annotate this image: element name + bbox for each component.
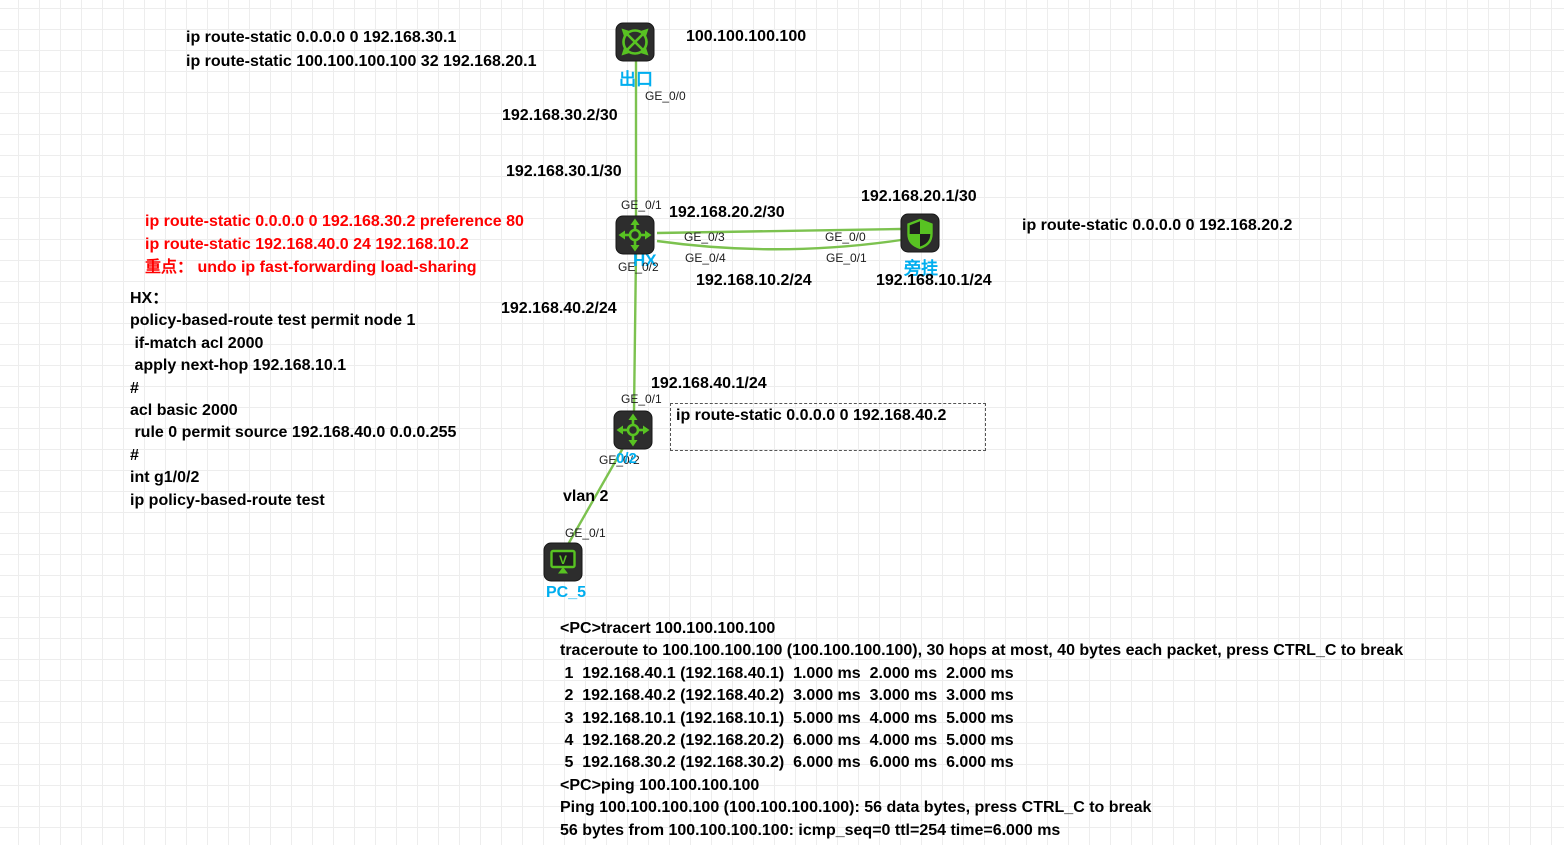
port-label-pc-ge01: GE_0/1 bbox=[565, 526, 606, 540]
ip-label-30-1: 192.168.30.1/30 bbox=[506, 163, 622, 180]
access-switch-label[interactable]: 0/2 bbox=[616, 450, 637, 467]
config-line: HX： bbox=[130, 290, 169, 307]
console-line: 2 192.168.40.2 (192.168.40.2) 3.000 ms 3… bbox=[560, 687, 1014, 705]
config-line: # bbox=[130, 446, 139, 464]
firewall-label[interactable]: 旁挂 bbox=[904, 259, 938, 278]
ip-label-20-2: 192.168.20.2/30 bbox=[669, 204, 785, 221]
console-line: Ping 100.100.100.100 (100.100.100.100): … bbox=[560, 799, 1152, 817]
vlan-note[interactable]: vlan 2 bbox=[563, 488, 609, 505]
config-line: ip policy-based-route test bbox=[130, 491, 325, 509]
config-line: policy-based-route test permit node 1 bbox=[130, 312, 416, 330]
firewall-route-note[interactable]: ip route-static 0.0.0.0 0 192.168.20.2 bbox=[1022, 217, 1293, 234]
note-line: ip route-static 100.100.100.100 32 192.1… bbox=[186, 53, 537, 70]
port-label-access-ge01: GE_0/1 bbox=[621, 392, 662, 406]
link-access-pc[interactable] bbox=[564, 447, 625, 549]
port-label-hx-ge02: GE_0/2 bbox=[618, 260, 659, 274]
ip-label-30-2: 192.168.30.2/30 bbox=[502, 107, 618, 124]
config-line: rule 0 permit source 192.168.40.0 0.0.0.… bbox=[130, 424, 457, 442]
config-line: acl basic 2000 bbox=[130, 402, 238, 420]
port-label-hx-ge01: GE_0/1 bbox=[621, 198, 662, 212]
egress-loopback-ip: 100.100.100.100 bbox=[686, 28, 807, 45]
port-label-access-ge02: GE_0/2 bbox=[599, 453, 640, 467]
link-hx-firewall-1[interactable] bbox=[656, 227, 902, 235]
link-hx-access[interactable] bbox=[632, 252, 638, 413]
pc-label[interactable]: PC_5 bbox=[546, 584, 587, 601]
console-line: 3 192.168.10.1 (192.168.10.1) 5.000 ms 4… bbox=[560, 709, 1014, 727]
l3-switch-icon bbox=[613, 410, 653, 450]
egress-router-icon[interactable] bbox=[615, 22, 655, 62]
ip-label-40-2: 192.168.40.2/24 bbox=[501, 300, 617, 317]
hx-switch-icon[interactable] bbox=[615, 215, 655, 255]
port-label-fw-ge01: GE_0/1 bbox=[826, 251, 867, 265]
ip-label-40-1: 192.168.40.1/24 bbox=[651, 375, 767, 392]
pc-icon: V bbox=[543, 542, 583, 582]
config-line: apply next-hop 192.168.10.1 bbox=[130, 357, 347, 375]
ip-label-10-1: 192.168.10.1/24 bbox=[876, 272, 992, 289]
console-line: <PC>ping 100.100.100.100 bbox=[560, 776, 760, 794]
console-output[interactable]: <PC>tracert 100.100.100.100 traceroute t… bbox=[560, 618, 1403, 842]
note-line: ip route-static 192.168.40.0 24 192.168.… bbox=[145, 236, 469, 253]
egress-config-note[interactable]: ip route-static 0.0.0.0 0 192.168.30.1 i… bbox=[186, 26, 536, 74]
console-line: traceroute to 100.100.100.100 (100.100.1… bbox=[560, 642, 1404, 660]
link-hx-firewall-2[interactable] bbox=[656, 238, 902, 251]
config-line: # bbox=[130, 379, 139, 397]
egress-router-label[interactable]: 出口 bbox=[619, 70, 653, 89]
note-line: ip route-static 0.0.0.0 0 192.168.30.2 p… bbox=[145, 213, 524, 230]
access-route-note-box[interactable]: ip route-static 0.0.0.0 0 192.168.40.2 bbox=[670, 403, 986, 451]
console-line: <PC>tracert 100.100.100.100 bbox=[560, 620, 776, 637]
port-label-egress-ge00: GE_0/0 bbox=[645, 89, 686, 103]
config-line: if-match acl 2000 bbox=[130, 334, 264, 352]
note-line: ip route-static 0.0.0.0 0 192.168.30.1 bbox=[186, 29, 457, 46]
note-line: ip route-static 0.0.0.0 0 192.168.40.2 bbox=[676, 407, 947, 424]
console-line: 56 bytes from 100.100.100.100: icmp_seq=… bbox=[560, 821, 1061, 839]
hx-config-note[interactable]: HX： policy-based-route test permit node … bbox=[130, 288, 456, 512]
ip-label-20-1: 192.168.20.1/30 bbox=[861, 188, 977, 205]
port-label-hx-ge03: GE_0/3 bbox=[684, 230, 725, 244]
console-line: 4 192.168.20.2 (192.168.20.2) 6.000 ms 4… bbox=[560, 732, 1014, 750]
config-line: int g1/0/2 bbox=[130, 469, 200, 487]
ip-label-10-2: 192.168.10.2/24 bbox=[696, 272, 812, 289]
hx-switch-label[interactable]: HX bbox=[633, 251, 657, 270]
pc-device-icon[interactable]: V bbox=[543, 542, 583, 582]
port-label-hx-ge04: GE_0/4 bbox=[685, 251, 726, 265]
hx-red-note[interactable]: ip route-static 0.0.0.0 0 192.168.30.2 p… bbox=[145, 210, 524, 279]
access-switch-icon[interactable] bbox=[613, 410, 653, 450]
console-line: 5 192.168.30.2 (192.168.30.2) 6.000 ms 6… bbox=[560, 754, 1014, 772]
router-icon bbox=[615, 22, 655, 62]
console-line: 1 192.168.40.1 (192.168.40.1) 1.000 ms 2… bbox=[560, 664, 1014, 682]
firewall-device-icon[interactable] bbox=[900, 213, 940, 253]
svg-text:V: V bbox=[559, 553, 567, 567]
firewall-icon bbox=[900, 213, 940, 253]
port-label-fw-ge00: GE_0/0 bbox=[825, 230, 866, 244]
note-line: 重点： undo ip fast-forwarding load-sharing bbox=[145, 259, 477, 276]
l3-switch-icon bbox=[615, 215, 655, 255]
